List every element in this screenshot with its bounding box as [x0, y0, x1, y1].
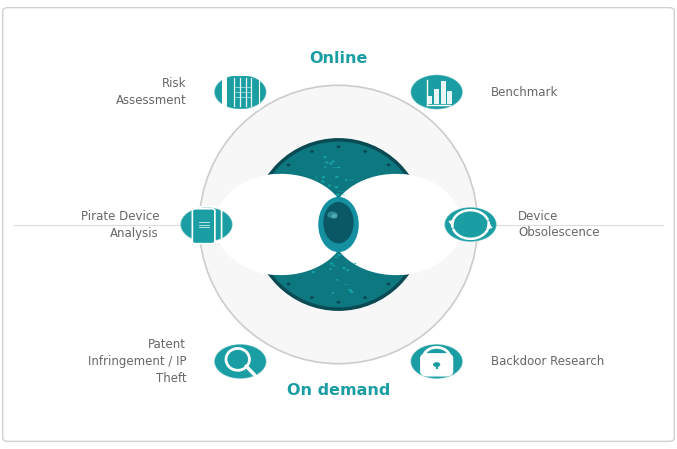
- Text: Benchmark: Benchmark: [491, 86, 559, 98]
- Ellipse shape: [215, 174, 348, 275]
- FancyBboxPatch shape: [3, 8, 674, 441]
- Bar: [441, 81, 445, 104]
- Circle shape: [310, 150, 314, 153]
- FancyBboxPatch shape: [421, 354, 452, 376]
- Circle shape: [324, 166, 326, 168]
- Circle shape: [336, 145, 341, 148]
- Circle shape: [354, 263, 356, 264]
- Circle shape: [310, 296, 314, 299]
- Circle shape: [323, 156, 327, 158]
- Circle shape: [387, 163, 391, 166]
- Circle shape: [322, 176, 326, 178]
- Text: Device
Obsolescence: Device Obsolescence: [518, 210, 599, 239]
- Circle shape: [181, 207, 232, 242]
- Circle shape: [332, 292, 334, 294]
- Text: Patent
Infringement / IP
Theft: Patent Infringement / IP Theft: [88, 338, 186, 385]
- Circle shape: [321, 180, 325, 183]
- Text: Risk
Assessment: Risk Assessment: [115, 77, 186, 107]
- Circle shape: [215, 344, 266, 379]
- Ellipse shape: [254, 140, 423, 309]
- Text: On demand: On demand: [287, 383, 390, 398]
- Ellipse shape: [324, 202, 353, 243]
- Ellipse shape: [328, 211, 338, 218]
- Circle shape: [335, 186, 338, 188]
- Circle shape: [338, 167, 341, 168]
- FancyBboxPatch shape: [192, 209, 215, 244]
- Circle shape: [350, 291, 353, 293]
- Bar: [435, 365, 438, 369]
- Circle shape: [346, 269, 349, 271]
- Text: Online: Online: [309, 51, 368, 66]
- Circle shape: [345, 179, 347, 181]
- Bar: [222, 75, 227, 109]
- Bar: [222, 75, 259, 109]
- Circle shape: [433, 362, 440, 367]
- Circle shape: [335, 257, 337, 258]
- Circle shape: [328, 185, 331, 187]
- Ellipse shape: [332, 214, 338, 219]
- Circle shape: [411, 344, 462, 379]
- Circle shape: [336, 301, 341, 304]
- Circle shape: [336, 279, 338, 281]
- Ellipse shape: [318, 197, 359, 252]
- Circle shape: [330, 263, 334, 265]
- Circle shape: [335, 176, 338, 178]
- Ellipse shape: [215, 174, 348, 275]
- Circle shape: [311, 271, 315, 273]
- Text: Backdoor Research: Backdoor Research: [491, 355, 604, 368]
- Circle shape: [286, 283, 290, 286]
- Circle shape: [342, 267, 346, 269]
- Ellipse shape: [199, 85, 478, 364]
- Circle shape: [336, 194, 339, 196]
- Circle shape: [363, 296, 367, 299]
- Circle shape: [215, 75, 266, 109]
- Circle shape: [329, 163, 332, 165]
- Circle shape: [411, 75, 462, 109]
- Circle shape: [330, 269, 332, 270]
- Circle shape: [348, 289, 352, 291]
- Ellipse shape: [329, 174, 462, 275]
- Circle shape: [325, 161, 328, 164]
- Bar: [447, 91, 452, 104]
- Circle shape: [331, 160, 335, 163]
- Bar: [427, 96, 432, 104]
- Circle shape: [387, 283, 391, 286]
- Circle shape: [337, 254, 341, 256]
- Circle shape: [445, 207, 496, 242]
- Circle shape: [333, 265, 335, 266]
- Text: Pirate Device
Analysis: Pirate Device Analysis: [81, 210, 159, 239]
- Ellipse shape: [329, 174, 462, 275]
- Bar: [434, 89, 439, 104]
- Circle shape: [363, 150, 367, 153]
- Ellipse shape: [257, 144, 420, 305]
- Circle shape: [286, 163, 290, 166]
